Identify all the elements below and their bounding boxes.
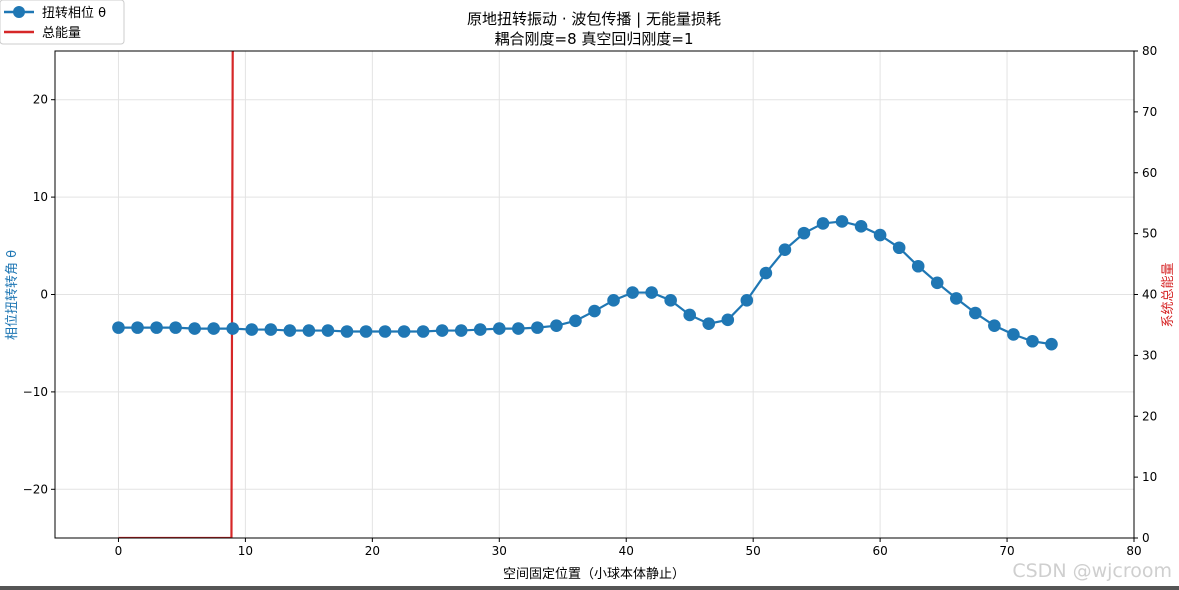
theta-data-point xyxy=(1045,337,1058,351)
theta-data-point xyxy=(892,241,906,255)
y-right-tick-label: 60 xyxy=(1142,166,1157,180)
theta-data-point xyxy=(1007,328,1020,341)
watermark: CSDN @wjcroom xyxy=(1012,560,1172,582)
legend-energy-label: 总能量 xyxy=(42,26,81,41)
y-right-tick-label: 30 xyxy=(1142,348,1157,362)
theta-data-point xyxy=(740,294,754,307)
theta-data-point xyxy=(473,323,487,336)
theta-series-line xyxy=(118,220,1052,346)
y-left-tick-label: −10 xyxy=(23,385,48,399)
theta-data-point xyxy=(435,324,449,337)
theta-data-point xyxy=(531,321,544,334)
theta-data-point xyxy=(454,324,468,337)
theta-data-point xyxy=(797,226,811,240)
theta-data-point xyxy=(150,321,163,334)
y-axis-left-label: 相位扭转转角 θ xyxy=(5,250,20,340)
theta-data-point xyxy=(359,325,373,338)
theta-data-point xyxy=(340,325,354,338)
theta-data-point xyxy=(112,321,125,334)
theta-data-point xyxy=(988,319,1001,332)
y-right-tick-label: 10 xyxy=(1142,470,1157,484)
theta-data-point xyxy=(569,314,582,328)
theta-data-point xyxy=(816,217,830,230)
y-axis-right-label: 系统总能量 xyxy=(1161,262,1176,327)
theta-data-point xyxy=(416,325,430,338)
chart-subtitle: 耦合刚度=8 真空回归刚度=1 xyxy=(495,30,694,48)
y-right-tick-label: 20 xyxy=(1142,409,1157,423)
theta-data-point xyxy=(397,325,411,338)
x-tick-label: 20 xyxy=(365,544,380,558)
y-right-tick-label: 50 xyxy=(1142,227,1157,241)
grid-lines xyxy=(55,51,1135,538)
theta-data-point xyxy=(778,243,792,256)
y-left-tick-label: 10 xyxy=(33,190,48,204)
theta-data-point xyxy=(131,321,144,334)
theta-data-point xyxy=(949,292,963,305)
theta-data-point xyxy=(911,259,925,273)
theta-data-point xyxy=(492,322,506,335)
theta-data-point xyxy=(759,266,773,280)
theta-data-point xyxy=(245,323,259,336)
y-left-tick-label: −20 xyxy=(23,482,48,496)
theta-data-point xyxy=(854,220,868,233)
theta-data-point xyxy=(378,325,392,338)
bottom-scrollbar xyxy=(0,586,1179,590)
x-tick-label: 70 xyxy=(999,544,1014,558)
theta-data-point xyxy=(283,324,297,337)
x-tick-label: 50 xyxy=(746,544,761,558)
theta-data-point xyxy=(626,286,639,299)
chart-title: 原地扭转振动 · 波包传播 | 无能量损耗 xyxy=(467,10,721,28)
y-right-tick-label: 0 xyxy=(1142,531,1150,545)
theta-data-point xyxy=(702,317,716,331)
x-axis-label: 空间固定位置（小球本体静止） xyxy=(503,567,685,582)
y-right-tick-label: 80 xyxy=(1142,44,1157,58)
x-tick-label: 0 xyxy=(115,544,123,558)
theta-data-point xyxy=(645,286,658,299)
y-right-tick-label: 70 xyxy=(1142,105,1157,119)
x-tick-label: 30 xyxy=(492,544,507,558)
x-tick-label: 60 xyxy=(872,544,887,558)
theta-data-point xyxy=(664,294,677,307)
theta-data-point xyxy=(1026,334,1039,348)
x-tick-label: 10 xyxy=(238,544,253,558)
theta-data-point xyxy=(873,228,887,242)
theta-data-point xyxy=(607,294,620,307)
x-tick-label: 80 xyxy=(1126,544,1141,558)
theta-data-point xyxy=(930,276,944,290)
theta-data-point xyxy=(550,319,563,332)
series-layer xyxy=(112,51,1058,538)
theta-data-point xyxy=(264,323,278,336)
theta-data-point xyxy=(683,308,697,322)
y-left-tick-label: 20 xyxy=(33,93,48,107)
theta-data-point xyxy=(188,322,201,335)
theta-data-point xyxy=(321,324,335,337)
theta-data-point xyxy=(969,306,982,320)
theta-data-point xyxy=(302,324,316,337)
theta-data-point xyxy=(835,215,849,228)
theta-data-point xyxy=(588,304,601,318)
energy-series-line xyxy=(118,51,234,538)
y-right-tick-label: 40 xyxy=(1142,288,1157,302)
y-left-tick-label: 0 xyxy=(40,288,48,302)
legend-theta-label: 扭转相位 θ xyxy=(42,6,106,21)
legend-theta-marker xyxy=(13,6,25,18)
legend: 扭转相位 θ 总能量 xyxy=(0,0,125,45)
theta-data-point xyxy=(721,313,735,327)
axis-ticks: 0 10 20 30 40 50 60 70 80 −20 −10 0 10 20 0 10 20 30 40 50 6… xyxy=(23,44,1158,558)
theta-data-point xyxy=(169,321,182,334)
theta-data-point xyxy=(226,322,240,335)
theta-data-point xyxy=(512,322,525,335)
x-tick-label: 40 xyxy=(619,544,634,558)
theta-data-point xyxy=(207,322,220,335)
